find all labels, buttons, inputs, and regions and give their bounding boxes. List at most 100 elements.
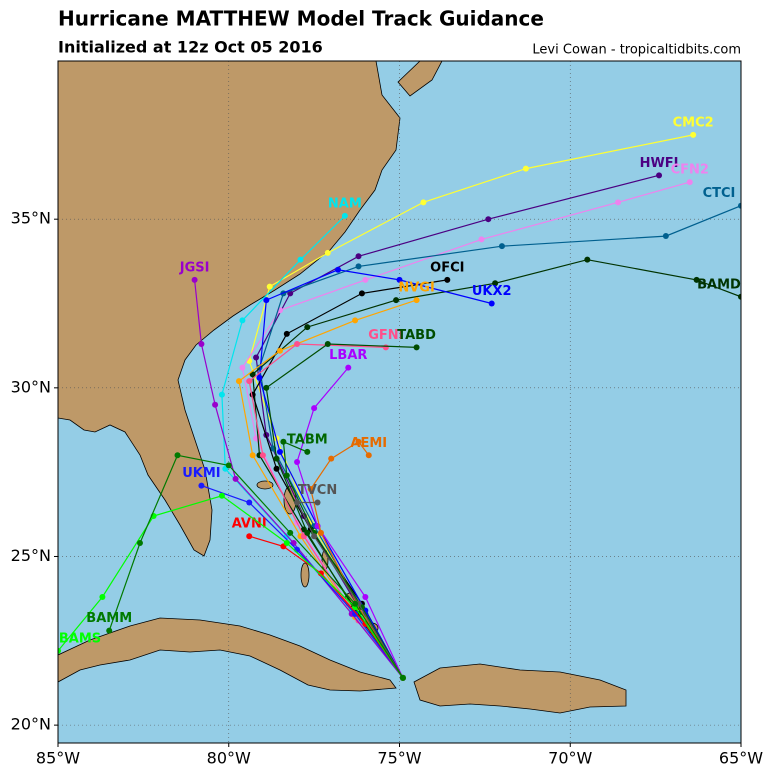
track-point	[328, 455, 335, 462]
new-england	[397, 61, 443, 97]
track-point	[198, 340, 205, 347]
track-point	[355, 253, 362, 260]
track-line	[296, 367, 404, 679]
track-point	[693, 276, 700, 283]
track-point	[317, 529, 324, 536]
track-point	[99, 593, 106, 600]
track-point	[218, 391, 225, 398]
track-label: UKX2	[472, 284, 512, 299]
track-point	[584, 256, 591, 263]
track-label: HWFI	[640, 156, 679, 171]
y-tick-label: 20°N	[11, 715, 51, 734]
track-point	[324, 340, 331, 347]
track-point	[485, 216, 492, 223]
track-point	[266, 283, 273, 290]
track-label: CMC2	[673, 115, 714, 130]
bahamas-island	[300, 562, 310, 588]
track-point	[239, 364, 246, 371]
track-point	[273, 465, 280, 472]
track-label: LBAR	[329, 348, 367, 363]
track-point	[297, 256, 304, 263]
track-point	[235, 378, 242, 385]
axes: 85°W 80°W 75°W 70°W 65°W 20°N 25°N 30°N 35°N	[11, 209, 764, 768]
track-point	[335, 266, 342, 273]
track-point	[498, 243, 505, 250]
track-line	[252, 279, 448, 679]
credit: Levi Cowan - tropicaltidbits.com	[532, 43, 741, 58]
subtitle: Initialized at 12z Oct 05 2016	[58, 38, 323, 57]
track-line	[282, 440, 404, 679]
track-point	[615, 199, 622, 206]
y-tick-label: 25°N	[11, 546, 51, 565]
track-point	[294, 340, 301, 347]
track-point	[662, 233, 669, 240]
track-point	[352, 317, 359, 324]
track-point	[58, 647, 61, 654]
track-point	[263, 384, 270, 391]
track-point	[307, 486, 314, 493]
y-tick-label: 30°N	[11, 377, 51, 396]
track-point	[212, 401, 219, 408]
track-point	[396, 276, 403, 283]
track-label: NAM	[328, 196, 362, 211]
track-point	[246, 499, 253, 506]
track-point	[283, 472, 290, 479]
track-point	[738, 293, 741, 300]
track-point	[304, 529, 311, 536]
track-point	[352, 600, 359, 607]
track-point	[283, 330, 290, 337]
track-point	[174, 452, 181, 459]
cuba	[58, 617, 397, 692]
track-point	[399, 674, 406, 681]
hispaniola	[413, 663, 627, 714]
track-label: BAMS	[59, 631, 101, 646]
track-point	[355, 438, 362, 445]
track-label: NVGI	[398, 281, 434, 296]
track-point	[232, 475, 239, 482]
track-point	[352, 610, 359, 617]
land	[58, 61, 627, 714]
track-point	[358, 290, 365, 297]
track-point	[304, 324, 311, 331]
track-label: BAMD	[697, 277, 741, 292]
track-point	[311, 405, 318, 412]
track-point	[276, 448, 283, 455]
track-label: CFN2	[671, 163, 709, 178]
x-tick-label: 85°W	[36, 749, 80, 768]
track-point	[249, 371, 256, 378]
track-point	[256, 374, 263, 381]
track-point	[283, 539, 290, 546]
track-point	[218, 492, 225, 499]
track-point	[276, 347, 283, 354]
track-point	[362, 593, 369, 600]
track-point	[263, 297, 270, 304]
track-label: TVCN	[298, 483, 337, 498]
x-tick-label: 65°W	[719, 749, 763, 768]
track-point	[738, 202, 741, 209]
track-point	[225, 462, 232, 469]
track-point	[249, 452, 256, 459]
track-point	[294, 459, 301, 466]
track-point	[355, 263, 362, 270]
track-point	[317, 570, 324, 577]
track-point	[273, 455, 280, 462]
track-label: GFNI	[368, 328, 403, 343]
track-point	[362, 276, 369, 283]
track-label: AEMI	[350, 436, 387, 451]
track-label: BAMM	[86, 611, 132, 626]
track-label: TABD	[397, 328, 436, 343]
x-tick-label: 75°W	[377, 749, 421, 768]
track-label: TABM	[287, 432, 328, 447]
y-tick-label: 35°N	[11, 209, 51, 228]
track-point	[246, 378, 253, 385]
track-point	[420, 199, 427, 206]
track-label: JGSI	[179, 260, 210, 275]
track-label: CTCI	[703, 186, 736, 201]
track-point	[492, 280, 499, 287]
track-point	[478, 236, 485, 243]
track-point	[239, 317, 246, 324]
